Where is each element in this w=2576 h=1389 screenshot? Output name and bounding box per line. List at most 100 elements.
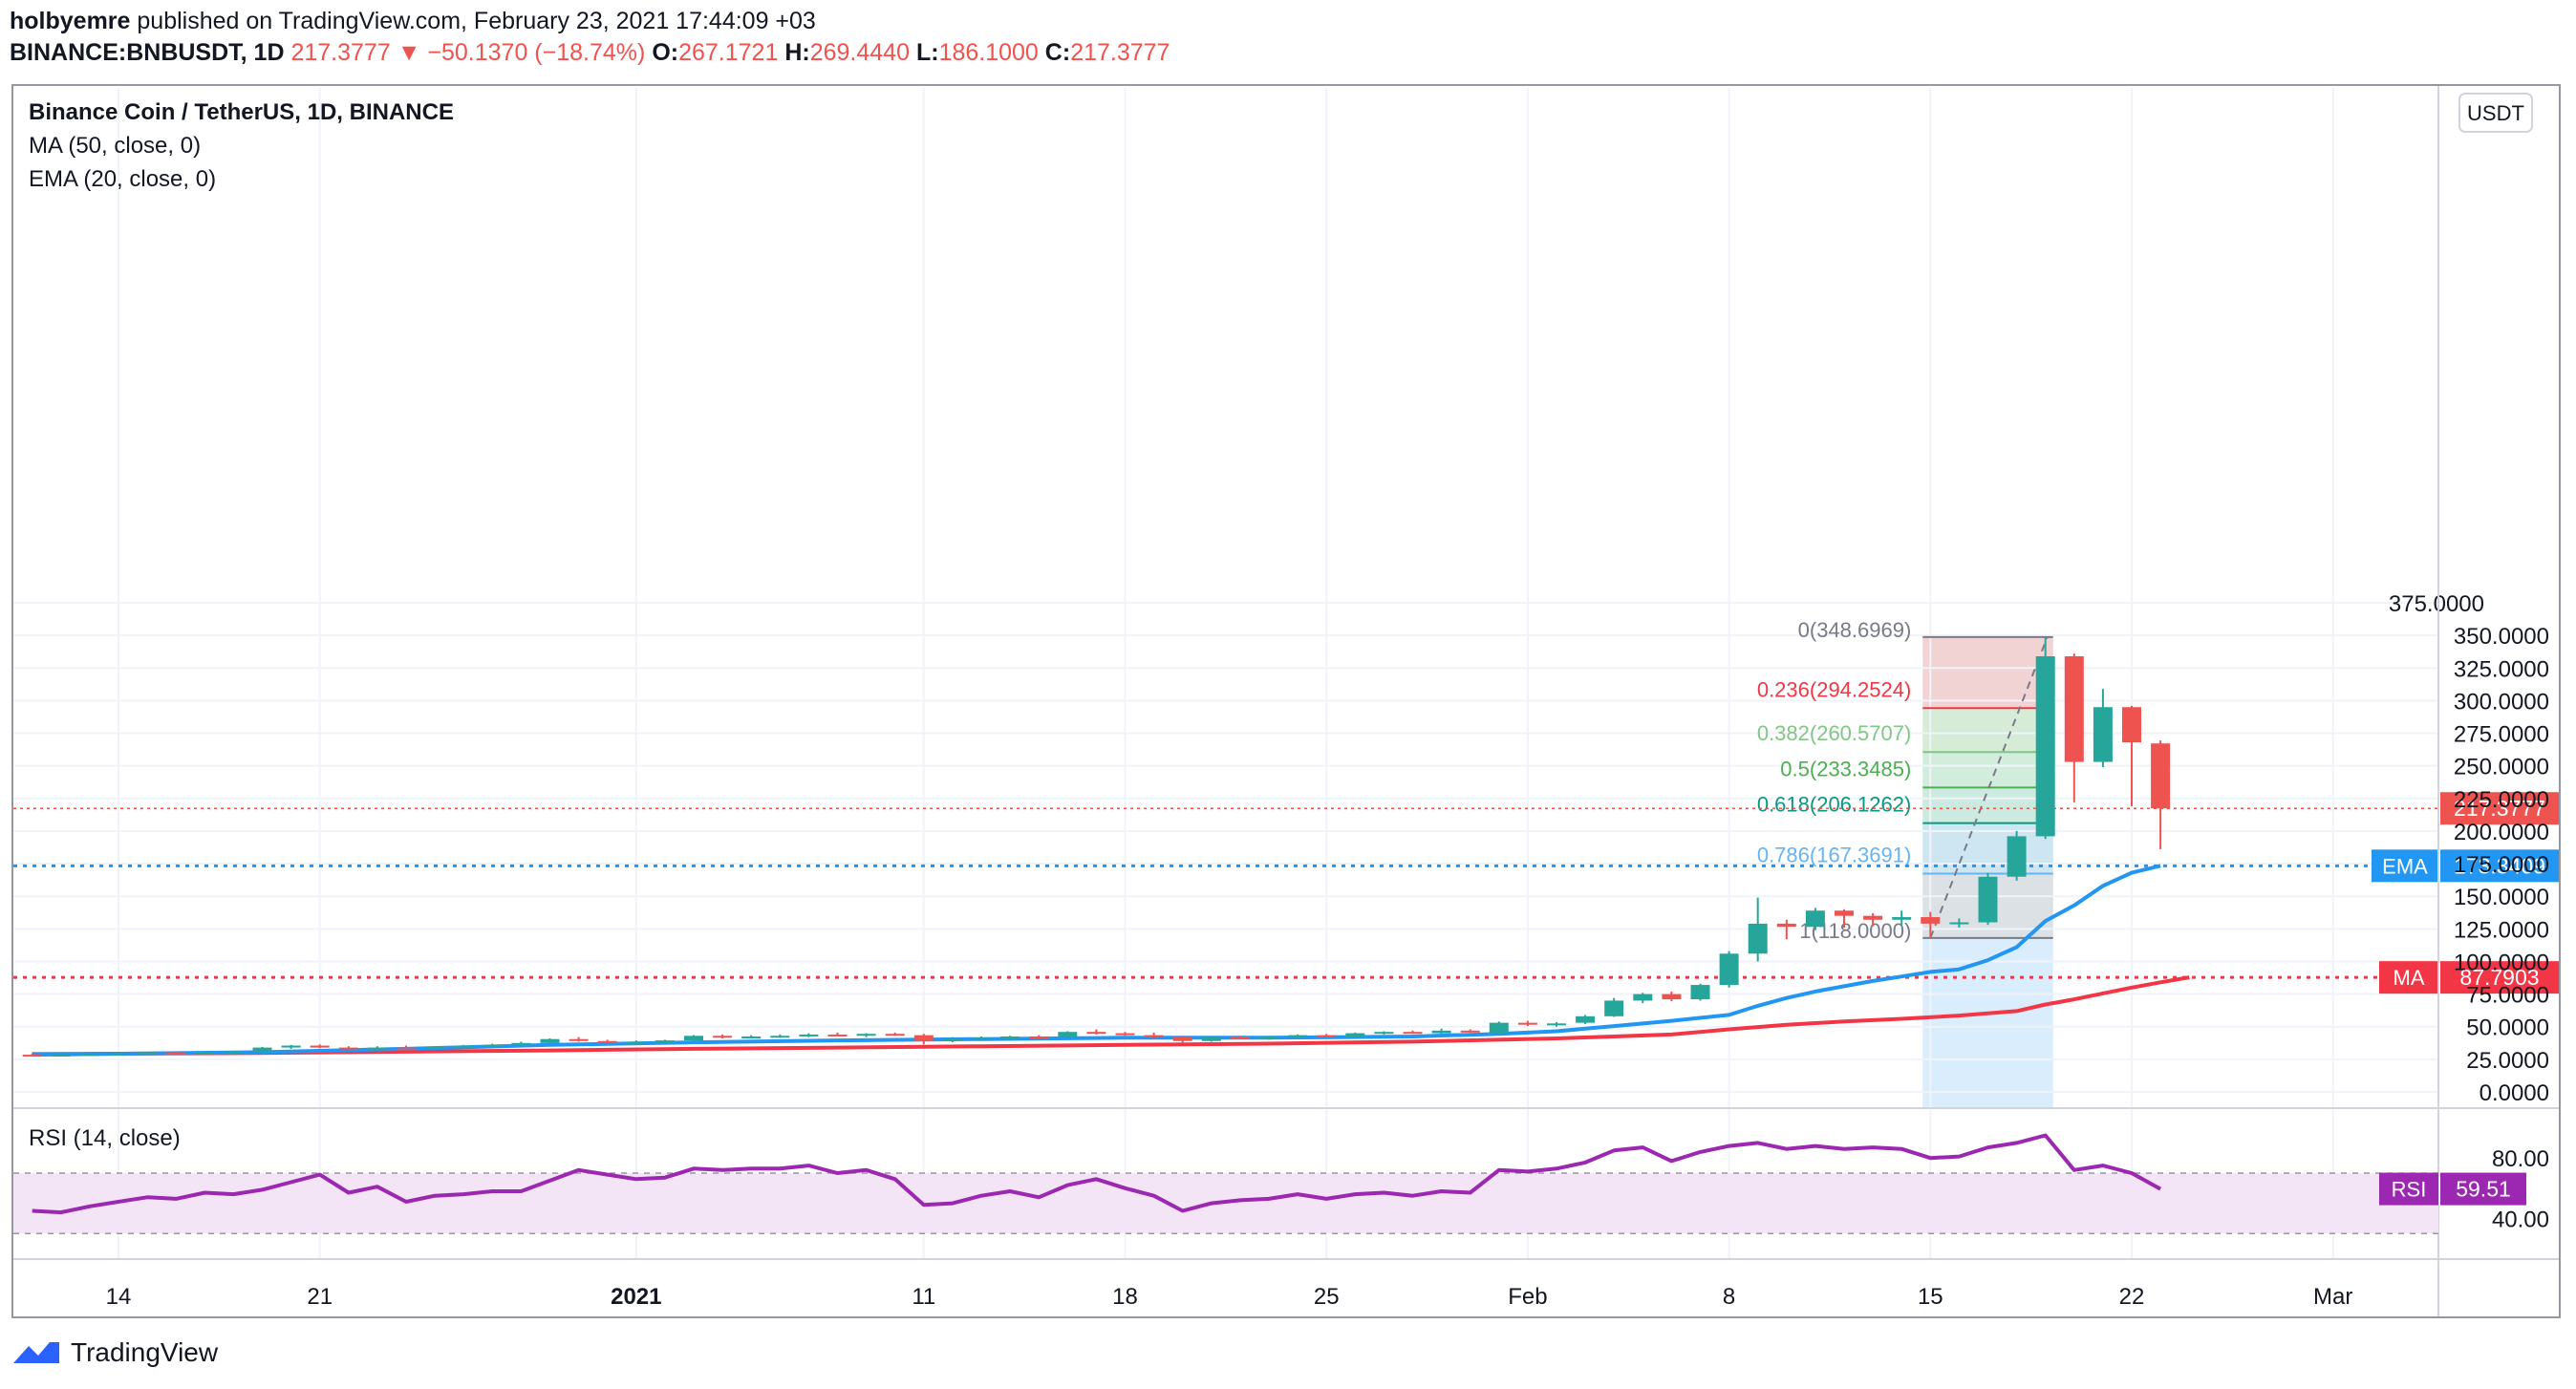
fib-level-label: 0.382(260.5707) bbox=[1757, 721, 1911, 745]
candle-body bbox=[511, 1042, 531, 1045]
x-tick-label: 21 bbox=[307, 1284, 333, 1310]
fib-zone bbox=[1922, 752, 2053, 788]
indicator-layer bbox=[32, 864, 2190, 1058]
y-tick-label: 300.0000 bbox=[2454, 689, 2549, 715]
MA-tag-box bbox=[2379, 961, 2438, 994]
EMA-value-label: 173.3409 bbox=[2454, 853, 2545, 878]
last-value-box bbox=[2440, 792, 2559, 825]
legend-rsi[interactable]: RSI (14, close) bbox=[29, 1125, 181, 1151]
candle-body bbox=[224, 1051, 244, 1054]
candle-body bbox=[626, 1041, 646, 1044]
candle-body bbox=[454, 1045, 474, 1048]
fib-fill-layer bbox=[1922, 636, 2053, 1108]
low-value: 186.1000 bbox=[938, 39, 1039, 66]
candle-body bbox=[885, 1034, 905, 1036]
candle-body bbox=[972, 1037, 991, 1040]
candle-body bbox=[1259, 1036, 1278, 1038]
candles-layer bbox=[22, 636, 2171, 1058]
last-value-label: 217.3777 bbox=[2454, 796, 2545, 821]
tradingview-logo-icon bbox=[13, 1342, 59, 1363]
candle-body bbox=[2007, 836, 2027, 877]
y-tick-label: 250.0000 bbox=[2454, 755, 2549, 780]
candle-body bbox=[138, 1053, 158, 1056]
y-tick-label: 375.0000 bbox=[2389, 591, 2484, 617]
fib-level-label: 0.236(294.2524) bbox=[1757, 677, 1911, 701]
x-tick-label: 18 bbox=[1112, 1284, 1138, 1310]
candle-body bbox=[1576, 1015, 1596, 1023]
candle-body bbox=[2035, 655, 2055, 837]
y-tick-label: 350.0000 bbox=[2454, 624, 2549, 650]
fib-level-label: 0.618(206.1262) bbox=[1757, 793, 1911, 817]
candle-body bbox=[1345, 1033, 1365, 1036]
candle-body bbox=[1172, 1036, 1192, 1041]
candle-body bbox=[1805, 910, 1825, 928]
MA-value-box bbox=[2440, 961, 2559, 994]
rsi-tag-label: RSI bbox=[2392, 1178, 2427, 1202]
candle-body bbox=[397, 1047, 416, 1050]
y-tick-label: 50.0000 bbox=[2466, 1015, 2549, 1041]
x-tick-label: 8 bbox=[1723, 1284, 1735, 1310]
legend-ema[interactable]: EMA (20, close, 0) bbox=[29, 166, 217, 192]
x-tick-label: 22 bbox=[2119, 1284, 2145, 1310]
candle-body bbox=[1921, 917, 1941, 924]
symbol-name[interactable]: BINANCE:BNBUSDT, 1D bbox=[10, 39, 285, 66]
EMA-tag-box bbox=[2372, 849, 2438, 883]
candle-body bbox=[367, 1047, 387, 1050]
symbol-line: BINANCE:BNBUSDT, 1D 217.3777 ▼ −50.1370 … bbox=[10, 39, 1170, 67]
candle-body bbox=[799, 1034, 819, 1036]
open-label: O: bbox=[652, 39, 679, 66]
candle-body bbox=[684, 1036, 703, 1041]
MA-value-label: 87.7903 bbox=[2459, 965, 2539, 990]
candle-body bbox=[1863, 915, 1883, 920]
candle-body bbox=[1517, 1022, 1537, 1025]
y-tick-label: 175.0000 bbox=[2454, 852, 2549, 878]
close-value: 217.3777 bbox=[1070, 39, 1170, 66]
published-text: published on TradingView.com, February 2… bbox=[137, 8, 816, 34]
tradingview-watermark[interactable]: TradingView bbox=[11, 1337, 218, 1368]
x-tick-label: 2021 bbox=[611, 1284, 661, 1310]
candle-body bbox=[2093, 707, 2113, 762]
candle-body bbox=[1547, 1023, 1566, 1026]
candle-body bbox=[827, 1034, 848, 1036]
candle-body bbox=[1748, 923, 1768, 954]
candle-body bbox=[51, 1054, 71, 1057]
rsi-layer: 40.00 80.00 RSI 59.51 bbox=[13, 1133, 2549, 1234]
candle-body bbox=[1978, 876, 1998, 923]
author-name[interactable]: holbyemre bbox=[10, 8, 131, 34]
candle-body bbox=[1489, 1022, 1509, 1034]
low-label: L: bbox=[915, 39, 939, 66]
MA-tag-label: MA bbox=[2394, 966, 2425, 990]
chart-frame[interactable] bbox=[11, 84, 2561, 1318]
candle-body bbox=[942, 1038, 962, 1041]
publish-line: holbyemre published on TradingView.com, … bbox=[10, 8, 816, 35]
candle-body bbox=[1719, 953, 1739, 986]
candle-body bbox=[2064, 655, 2084, 762]
watermark-text: TradingView bbox=[71, 1337, 219, 1367]
candle-body bbox=[1058, 1032, 1078, 1037]
candle-body bbox=[1776, 923, 1796, 928]
y-tick-label: 150.0000 bbox=[2454, 885, 2549, 910]
candle-body bbox=[1835, 910, 1854, 916]
fib-layer: 0(348.6969) 0.236(294.2524) 0.382(260.5707… bbox=[1757, 618, 2053, 943]
candle-body bbox=[1144, 1035, 1164, 1037]
candle-body bbox=[310, 1045, 330, 1048]
candle-body bbox=[166, 1053, 186, 1056]
candle-body bbox=[2151, 743, 2171, 809]
candle-body bbox=[1115, 1033, 1135, 1036]
candle-body bbox=[483, 1044, 503, 1047]
y-tick-label: 25.0000 bbox=[2466, 1048, 2549, 1074]
candle-body bbox=[770, 1036, 790, 1038]
chart-title: Binance Coin / TetherUS, 1D, BINANCE bbox=[29, 99, 454, 125]
x-tick-label: 25 bbox=[1314, 1284, 1340, 1310]
candle-body bbox=[195, 1052, 215, 1055]
high-value: 269.4440 bbox=[809, 39, 910, 66]
candle-body bbox=[1403, 1032, 1423, 1035]
candle-body bbox=[109, 1053, 128, 1056]
candle-body bbox=[655, 1040, 675, 1043]
candle-body bbox=[1662, 994, 1682, 1000]
candle-body bbox=[1633, 994, 1653, 1001]
y-tick-label: 75.0000 bbox=[2466, 983, 2549, 1009]
legend-ma[interactable]: MA (50, close, 0) bbox=[29, 133, 202, 159]
rsi-tick-label: 40.00 bbox=[2492, 1207, 2549, 1232]
